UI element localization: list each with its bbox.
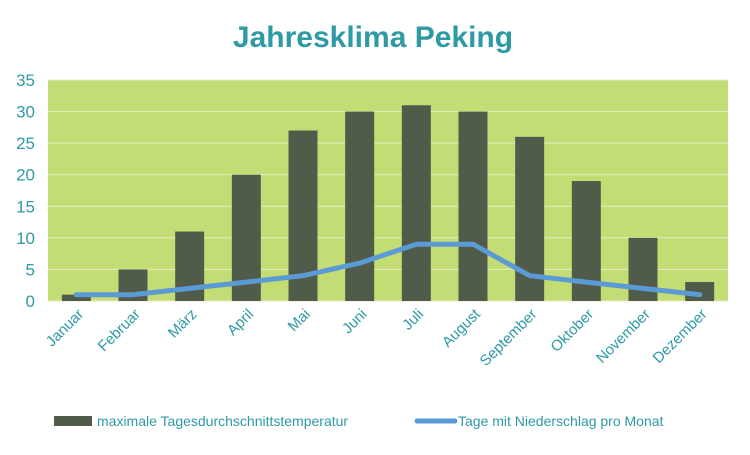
y-axis-ticks: 0 5 10 15 20 25 30 35 — [16, 71, 35, 311]
legend-bar-swatch — [54, 416, 92, 426]
x-tick-label: August — [439, 305, 485, 351]
x-tick-label: Juni — [339, 306, 370, 337]
x-tick-label: Februar — [95, 306, 144, 355]
y-tick-label: 20 — [16, 166, 35, 185]
y-tick-label: 25 — [16, 134, 35, 153]
x-tick-label: September — [477, 306, 541, 370]
bar — [402, 105, 431, 301]
y-tick-label: 5 — [26, 260, 35, 279]
x-tick-label: Oktober — [547, 306, 597, 356]
y-tick-label: 30 — [16, 103, 35, 122]
y-tick-label: 15 — [16, 197, 35, 216]
legend: maximale Tagesdurchschnittstemperatur Ta… — [54, 413, 664, 429]
y-tick-label: 10 — [16, 229, 35, 248]
x-tick-label: November — [593, 306, 654, 367]
x-tick-label: Mai — [285, 306, 314, 335]
x-tick-label: Juli — [399, 306, 427, 334]
bar — [459, 112, 488, 301]
legend-line-label: Tage mit Niederschlag pro Monat — [458, 413, 664, 429]
legend-bar-label: maximale Tagesdurchschnittstemperatur — [97, 413, 348, 429]
x-tick-label: Januar — [43, 306, 87, 350]
x-tick-label: April — [224, 306, 257, 339]
x-tick-label: März — [165, 306, 201, 342]
x-tick-label: Dezember — [650, 306, 711, 367]
bar — [345, 112, 374, 301]
y-tick-label: 35 — [16, 71, 35, 90]
y-tick-label: 0 — [26, 292, 35, 311]
plot-area — [48, 80, 728, 301]
chart-title: Jahresklima Peking — [233, 21, 513, 54]
